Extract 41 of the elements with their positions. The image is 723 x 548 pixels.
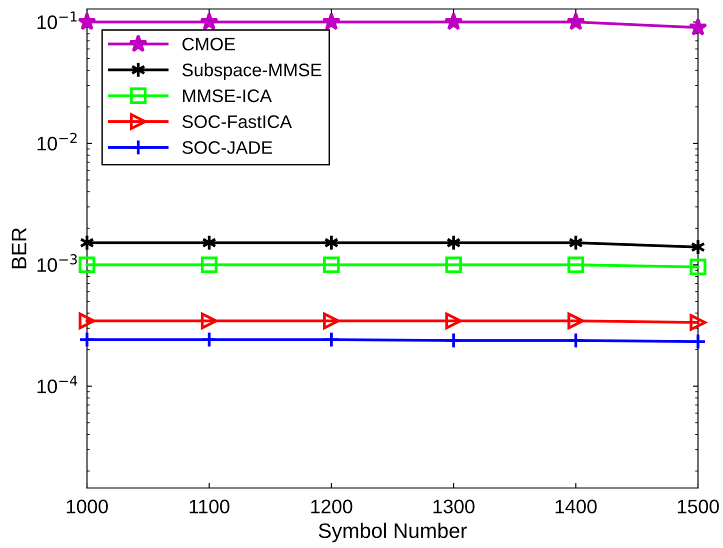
point xyxy=(690,333,706,350)
y-tick-label: 10$^{−3}$ xyxy=(38,254,77,272)
point xyxy=(445,332,462,349)
point xyxy=(690,258,706,276)
x-tick-label: 1400 xyxy=(556,500,597,514)
point xyxy=(200,256,218,274)
point xyxy=(322,12,341,30)
point xyxy=(566,12,586,30)
x-tick-label: 1200 xyxy=(311,500,352,514)
point xyxy=(567,256,584,274)
y-tick-label: 10$^{−2}$ xyxy=(38,132,77,150)
point xyxy=(444,12,463,30)
point xyxy=(690,314,706,331)
x-axis-title: Symbol Number xyxy=(318,522,467,542)
y-axis-title: BER xyxy=(12,228,26,268)
y-tick-label: 10$^{−1}$ xyxy=(38,12,77,30)
point xyxy=(200,312,218,330)
point xyxy=(688,18,708,36)
x-tick-label: 1500 xyxy=(678,500,719,514)
point xyxy=(567,332,584,349)
point xyxy=(78,312,96,330)
point xyxy=(78,331,96,348)
point xyxy=(323,256,340,274)
x-tick-label: 1100 xyxy=(190,500,230,514)
point xyxy=(445,256,462,274)
y-tick-label: 10$^{−4}$ xyxy=(38,376,78,394)
legend-label: Subspace-MMSE xyxy=(182,63,322,80)
legend-label: SOC-JADE xyxy=(182,141,272,154)
point xyxy=(445,312,462,330)
point xyxy=(323,312,340,330)
x-tick-label: 1000 xyxy=(66,500,108,514)
x-tick-label: 1300 xyxy=(433,500,474,514)
legend-label: SOC-FastICA xyxy=(182,115,292,128)
point xyxy=(78,12,96,30)
point xyxy=(200,331,218,348)
point xyxy=(200,12,219,30)
point xyxy=(567,312,584,330)
point xyxy=(78,256,96,274)
point xyxy=(323,331,340,348)
legend-label: MMSE-ICA xyxy=(183,89,272,102)
legend-label: CMOE xyxy=(182,38,235,50)
